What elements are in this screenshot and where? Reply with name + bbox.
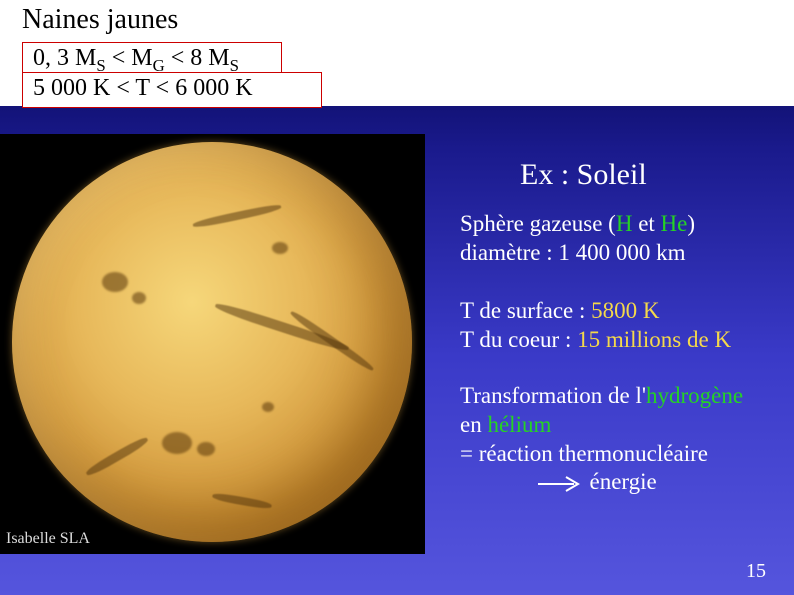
text: T du coeur : [460,327,577,352]
block-temperature: T de surface : 5800 K T du coeur : 15 mi… [460,297,731,355]
diameter-line: diamètre : 1 400 000 km [460,240,686,265]
formula-temp-box: 5 000 K < T < 6 000 K [22,72,322,108]
term-hydrogen: hydrogène [646,383,743,408]
page-title: Naines jaunes [22,4,178,35]
energy-label: énergie [590,469,657,494]
text: Transformation de l' [460,383,646,408]
example-label: Ex : Soleil [520,158,647,192]
text: et [632,211,660,236]
t-core-val: 15 millions de K [577,327,731,352]
term-helium: hélium [487,412,551,437]
page-number: 15 [746,560,766,583]
sun-image-area [0,134,425,554]
element-he: He [661,211,688,236]
t-surface-val: 5800 K [591,298,659,323]
element-h: H [616,211,633,236]
block-reaction: Transformation de l'hydrogène en hélium … [460,382,743,497]
sun-disc [12,142,412,542]
reaction-line: = réaction thermonucléaire [460,441,708,466]
slide: Naines jaunes 0, 3 MS < MG < 8 MS 5 000 … [0,0,794,595]
credit-label: Isabelle SLA [2,530,94,548]
arrow-icon [536,474,584,494]
block-composition: Sphère gazeuse (H et He) diamètre : 1 40… [460,210,695,268]
text: Sphère gazeuse ( [460,211,616,236]
text: T de surface : [460,298,591,323]
text: ) [687,211,695,236]
text: en [460,412,487,437]
